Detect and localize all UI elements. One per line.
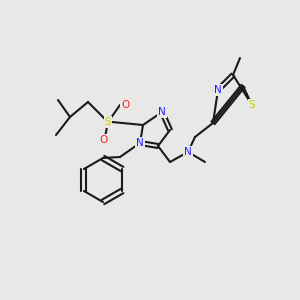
Text: N: N — [214, 85, 222, 95]
Text: N: N — [136, 138, 144, 148]
Text: S: S — [105, 117, 111, 127]
Text: O: O — [99, 135, 107, 145]
Text: N: N — [158, 107, 166, 117]
Text: S: S — [249, 100, 255, 110]
Text: N: N — [184, 147, 192, 157]
Text: O: O — [121, 100, 129, 110]
